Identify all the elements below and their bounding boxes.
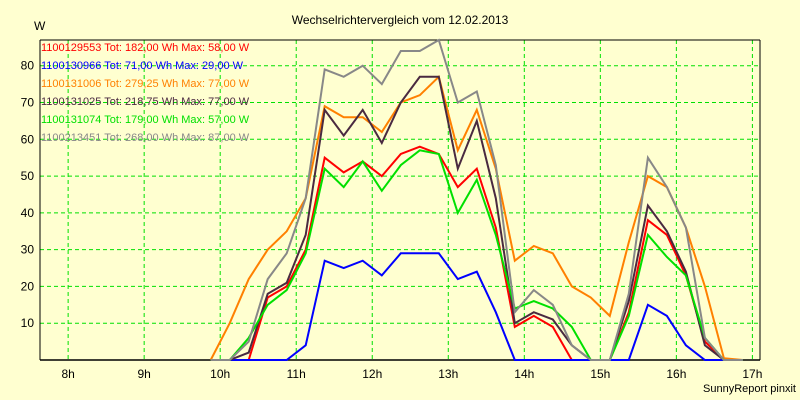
series-line-1100131025 <box>210 75 743 361</box>
legend-entry: 1100129553 Tot: 182,00 Wh Max: 58,00 W <box>41 42 250 54</box>
x-tick-label: 8h <box>61 367 74 381</box>
y-tick-label: 60 <box>21 132 35 146</box>
y-tick-label: 80 <box>21 59 35 73</box>
chart-title: Wechselrichtervergleich vom 12.02.2013 <box>292 13 509 27</box>
x-tick-label: 15h <box>590 367 610 381</box>
x-tick-label: 17h <box>742 367 762 381</box>
y-tick-label: 30 <box>21 243 35 257</box>
legend-entry: 1100131074 Tot: 179,00 Wh Max: 57,00 W <box>41 114 250 126</box>
x-tick-label: 13h <box>438 367 458 381</box>
legend-entry: 1100131025 Tot: 218,75 Wh Max: 77,00 W <box>41 96 250 108</box>
legend-entry: 1100130966 Tot: 71,00 Wh Max: 29,00 W <box>41 60 244 72</box>
y-axis-label: W <box>34 19 46 33</box>
y-tick-label: 70 <box>21 96 35 110</box>
x-tick-label: 11h <box>287 367 306 381</box>
x-tick-label: 10h <box>210 367 230 381</box>
x-tick-label: 16h <box>666 367 686 381</box>
x-tick-label: 9h <box>137 367 150 381</box>
series-line-1100213451 <box>210 38 743 361</box>
legend-entry: 1100131006 Tot: 279,25 Wh Max: 77,00 W <box>41 78 250 90</box>
y-tick-label: 20 <box>21 279 35 293</box>
legend-entry: 1100213451 Tot: 268,00 Wh Max: 87,00 W <box>41 132 250 144</box>
y-tick-label: 10 <box>21 316 35 330</box>
x-tick-label: 14h <box>514 367 534 381</box>
x-tick-label: 12h <box>362 367 382 381</box>
y-tick-label: 50 <box>21 169 35 183</box>
y-tick-label: 40 <box>21 206 35 220</box>
footer-credit: SunnyReport pinxit <box>703 383 796 395</box>
series-line-1100130966 <box>210 252 743 361</box>
